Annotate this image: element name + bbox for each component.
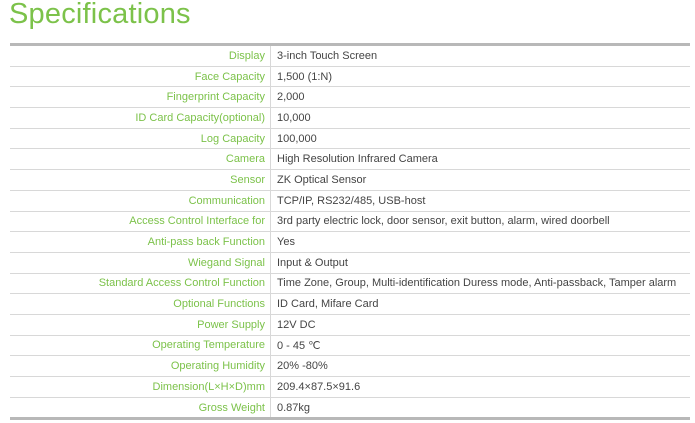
spec-value: 0 - 45 ℃	[270, 335, 690, 357]
spec-value: TCP/IP, RS232/485, USB-host	[270, 190, 690, 212]
spec-label: Gross Weight	[10, 397, 271, 419]
spec-row: Fingerprint Capacity 2,000	[10, 86, 690, 109]
spec-row: Wiegand Signal Input & Output	[10, 252, 690, 274]
spec-label: Anti-pass back Function	[10, 231, 271, 253]
spec-row: Sensor ZK Optical Sensor	[10, 169, 690, 191]
spec-label: Wiegand Signal	[10, 252, 271, 274]
spec-label: Optional Functions	[10, 293, 271, 315]
spec-row: Access Control Interface for 3rd party el…	[10, 211, 690, 233]
spec-value: Input & Output	[270, 252, 690, 274]
specifications-table: Display 3-inch Touch Screen Face Capacity 1…	[10, 43, 690, 421]
spec-row: Log Capacity 100,000	[10, 128, 690, 150]
spec-value: 20% -80%	[270, 355, 690, 377]
spec-value: 0.87kg	[277, 401, 311, 414]
spec-row: Anti-pass back Function Yes	[10, 231, 690, 253]
spec-value: 1,500 (1:N)	[270, 66, 690, 88]
spec-label: Communication	[10, 190, 271, 212]
spec-row: Camera High Resolution Infrared Camera	[10, 148, 690, 171]
spec-label: Power Supply	[10, 314, 271, 336]
spec-label: Face Capacity	[10, 66, 271, 88]
spec-value: 2,000	[270, 86, 690, 109]
spec-label: Access Control Interface for	[10, 211, 271, 233]
spec-value: 10,000	[270, 107, 690, 129]
spec-label: Display	[10, 44, 271, 67]
spec-label: Dimension(L×H×D)mm	[10, 376, 271, 398]
spec-label: Operating Temperature	[10, 335, 271, 357]
spec-label: Standard Access Control Function	[10, 273, 271, 295]
spec-value: 100,000	[270, 128, 690, 150]
spec-row: Display 3-inch Touch Screen	[10, 44, 690, 67]
spec-value: 3-inch Touch Screen	[270, 44, 690, 67]
spec-label: Operating Humidity	[10, 355, 271, 377]
spec-value: Time Zone, Group, Multi-identification D…	[270, 273, 690, 295]
spec-value: 12V DC	[270, 314, 690, 336]
spec-row: Dimension(L×H×D)mm 209.4×87.5×91.6	[10, 376, 690, 398]
spec-value: Yes	[270, 231, 690, 253]
spec-label: Sensor	[10, 169, 271, 191]
spec-value: 209.4×87.5×91.6	[270, 376, 690, 398]
spec-label: Camera	[10, 148, 271, 171]
spec-row: Face Capacity 1,500 (1:N)	[10, 66, 690, 88]
spec-value: High Resolution Infrared Camera	[270, 148, 690, 171]
spec-row: Operating Humidity 20% -80%	[10, 355, 690, 377]
spec-row: Optional Functions ID Card, Mifare Card	[10, 293, 690, 315]
spec-value: ID Card, Mifare Card	[270, 293, 690, 315]
spec-row: Communication TCP/IP, RS232/485, USB-host	[10, 190, 690, 212]
page-title: Specifications	[9, 0, 191, 30]
spec-row: Gross Weight 0.87kg	[10, 397, 690, 419]
spec-value: 3rd party electric lock, door sensor, ex…	[270, 211, 690, 233]
spec-row: Power Supply 12V DC	[10, 314, 690, 336]
spec-row: ID Card Capacity(optional) 10,000	[10, 107, 690, 129]
spec-row: Standard Access Control Function Time Zon…	[10, 273, 690, 295]
spec-row: Operating Temperature 0 - 45 ℃	[10, 335, 690, 357]
spec-label: ID Card Capacity(optional)	[10, 107, 271, 129]
spec-label: Log Capacity	[10, 128, 271, 150]
spec-label: Fingerprint Capacity	[10, 86, 271, 109]
spec-value: ZK Optical Sensor	[270, 169, 690, 191]
